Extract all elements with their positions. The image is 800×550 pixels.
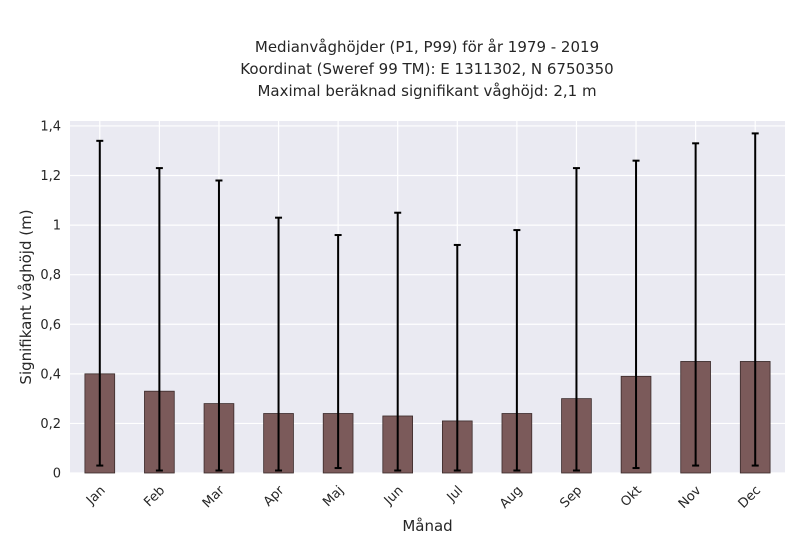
chart-title: Medianvåghöjder (P1, P99) för år 1979 - … xyxy=(240,38,613,100)
error-bar-maj xyxy=(334,234,342,470)
y-tick-label: 1,2 xyxy=(40,169,61,184)
x-tick-label-dec: Dec xyxy=(736,483,764,511)
x-tick-label-aug: Aug xyxy=(497,483,526,512)
error-bar-dec xyxy=(751,132,759,467)
error-bar-feb xyxy=(155,167,163,472)
y-tick-label: 0,8 xyxy=(40,268,61,283)
error-bar-nov xyxy=(692,142,700,467)
error-bar-okt xyxy=(632,159,640,470)
x-tick-label-jul: Jul xyxy=(444,483,466,505)
x-tick-label-okt: Okt xyxy=(618,483,645,510)
x-tick-label-jun: Jun xyxy=(381,483,407,509)
y-tick-label: 1,4 xyxy=(40,119,61,134)
plot-area xyxy=(70,121,785,473)
error-bar-jul xyxy=(453,243,461,472)
y-tick-label: 1 xyxy=(53,219,61,234)
chart-title-line-3: Maximal beräknad signifikant våghöjd: 2,… xyxy=(257,82,596,100)
error-bar-mar xyxy=(215,179,223,472)
error-bar-jan xyxy=(96,139,104,467)
y-tick-label: 0,2 xyxy=(40,417,61,432)
y-tick-label: 0,6 xyxy=(40,318,61,333)
error-bars xyxy=(96,132,759,472)
error-bar-aug xyxy=(513,229,521,472)
y-tick-label: 0,4 xyxy=(40,367,61,382)
error-bar-sep xyxy=(572,167,580,472)
x-tick-label-sep: Sep xyxy=(557,483,585,511)
x-tick-label-jan: Jan xyxy=(83,483,108,508)
x-tick-label-maj: Maj xyxy=(320,483,347,510)
y-axis-ticks: 0 0,2 0,4 0,6 0,8 1 1,2 1,4 xyxy=(40,119,61,481)
y-tick-label: 0 xyxy=(53,467,61,482)
x-tick-label-nov: Nov xyxy=(676,483,705,512)
error-bar-jun xyxy=(394,211,402,472)
x-tick-label-feb: Feb xyxy=(141,483,168,510)
chart-title-line-2: Koordinat (Sweref 99 TM): E 1311302, N 6… xyxy=(240,60,613,78)
x-axis-label: Månad xyxy=(402,517,452,535)
error-bar-apr xyxy=(275,216,283,472)
x-tick-label-mar: Mar xyxy=(200,483,228,511)
chart-title-line-1: Medianvåghöjder (P1, P99) för år 1979 - … xyxy=(255,38,599,56)
x-tick-label-apr: Apr xyxy=(261,483,288,510)
y-axis-label: Signifikant våghöjd (m) xyxy=(17,209,35,384)
x-axis-ticks: Jan Feb Mar Apr Maj Jun Jul Aug Sep Okt Nov Dec xyxy=(83,483,764,512)
